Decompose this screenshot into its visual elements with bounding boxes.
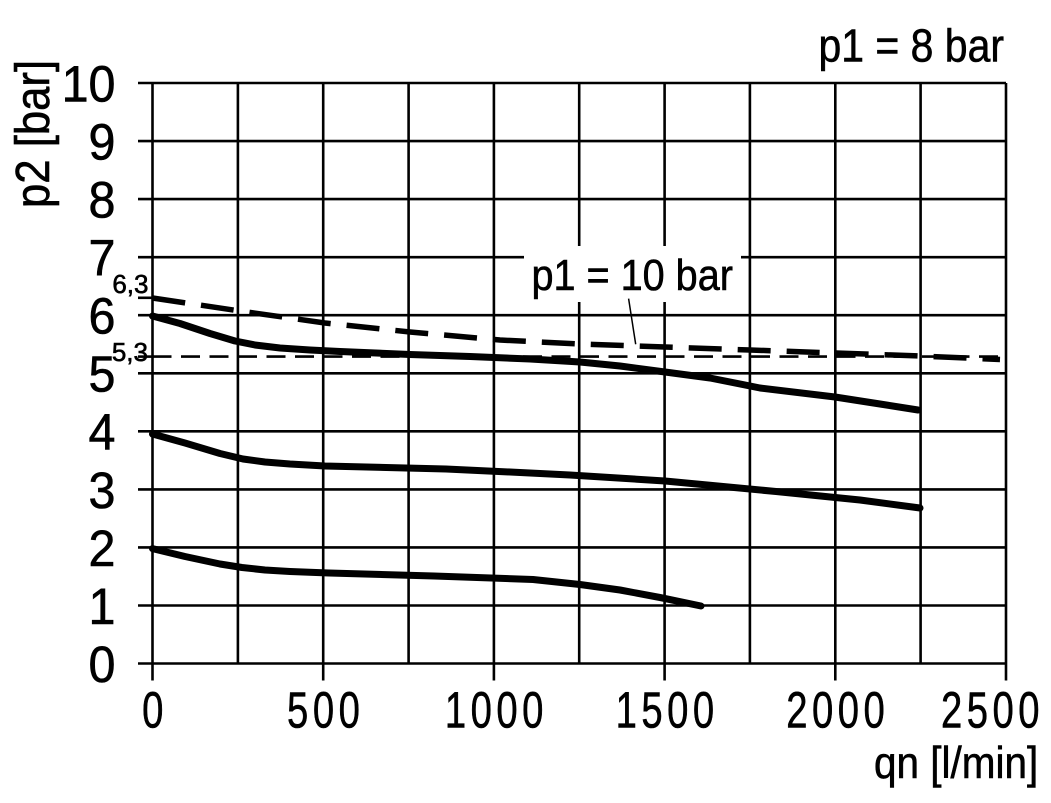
svg-text:1500: 1500 xyxy=(616,681,719,739)
svg-text:6,3: 6,3 xyxy=(112,269,148,299)
svg-text:5,3: 5,3 xyxy=(112,337,148,367)
svg-text:0: 0 xyxy=(89,636,116,693)
svg-text:p2 [bar]: p2 [bar] xyxy=(5,60,59,208)
svg-text:5: 5 xyxy=(89,346,116,403)
svg-text:500: 500 xyxy=(287,681,364,739)
svg-text:4: 4 xyxy=(89,404,116,461)
svg-text:6: 6 xyxy=(89,287,116,344)
svg-text:7: 7 xyxy=(89,229,116,286)
svg-text:10: 10 xyxy=(62,55,116,112)
svg-text:3: 3 xyxy=(89,462,116,519)
svg-text:p1 = 8 bar: p1 = 8 bar xyxy=(819,21,1004,72)
svg-text:2000: 2000 xyxy=(786,681,889,739)
svg-text:8: 8 xyxy=(89,171,116,228)
svg-text:p1 = 10 bar: p1 = 10 bar xyxy=(532,250,733,299)
svg-text:0: 0 xyxy=(142,681,168,739)
svg-text:1000: 1000 xyxy=(445,681,548,739)
svg-text:qn [l/min]: qn [l/min] xyxy=(874,738,1038,788)
svg-text:1: 1 xyxy=(89,578,116,635)
svg-text:9: 9 xyxy=(89,113,116,170)
svg-text:2500: 2500 xyxy=(941,681,1044,739)
svg-text:2: 2 xyxy=(89,520,116,577)
